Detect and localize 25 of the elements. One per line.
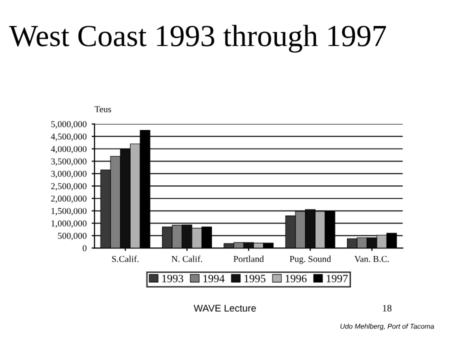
y-tick-label: 0 <box>82 245 87 252</box>
text: 18 <box>382 304 392 312</box>
y-tick-label: 2,500,000 <box>51 183 87 191</box>
legend-label: 1996 <box>286 274 307 282</box>
y-tick-label: 5,000,000 <box>51 121 87 129</box>
y-axis-title: Teus <box>94 106 112 112</box>
x-tick-label: Portland <box>234 256 264 262</box>
x-tick-label: Pug. Sound <box>290 256 331 264</box>
y-tick-label: 1,500,000 <box>52 208 87 216</box>
y-tick-label: 2,000,000 <box>51 196 87 203</box>
y-tick-label: 500,000 <box>58 232 87 240</box>
text: WAVE Lecture <box>194 304 256 312</box>
x-tick-label: S.Calif. <box>112 256 139 262</box>
legend-label: 1995 <box>244 274 266 282</box>
y-tick-label: 3,500,000 <box>51 158 87 166</box>
legend-label: 1994 <box>203 274 225 282</box>
y-tick-label: 4,000,000 <box>50 146 87 154</box>
x-tick-label: Van. B.C. <box>354 256 389 262</box>
y-tick-label: 3,000,000 <box>51 170 87 178</box>
legend-label: 1997 <box>326 274 348 282</box>
legend-label: 1993 <box>162 274 184 282</box>
x-tick-label: N. Calif. <box>172 256 202 262</box>
chart-title: West Coast 1993 through 1997 <box>9 24 386 53</box>
y-tick-label: 4,500,000 <box>50 134 87 141</box>
y-tick-label: 1,000,000 <box>52 220 87 228</box>
